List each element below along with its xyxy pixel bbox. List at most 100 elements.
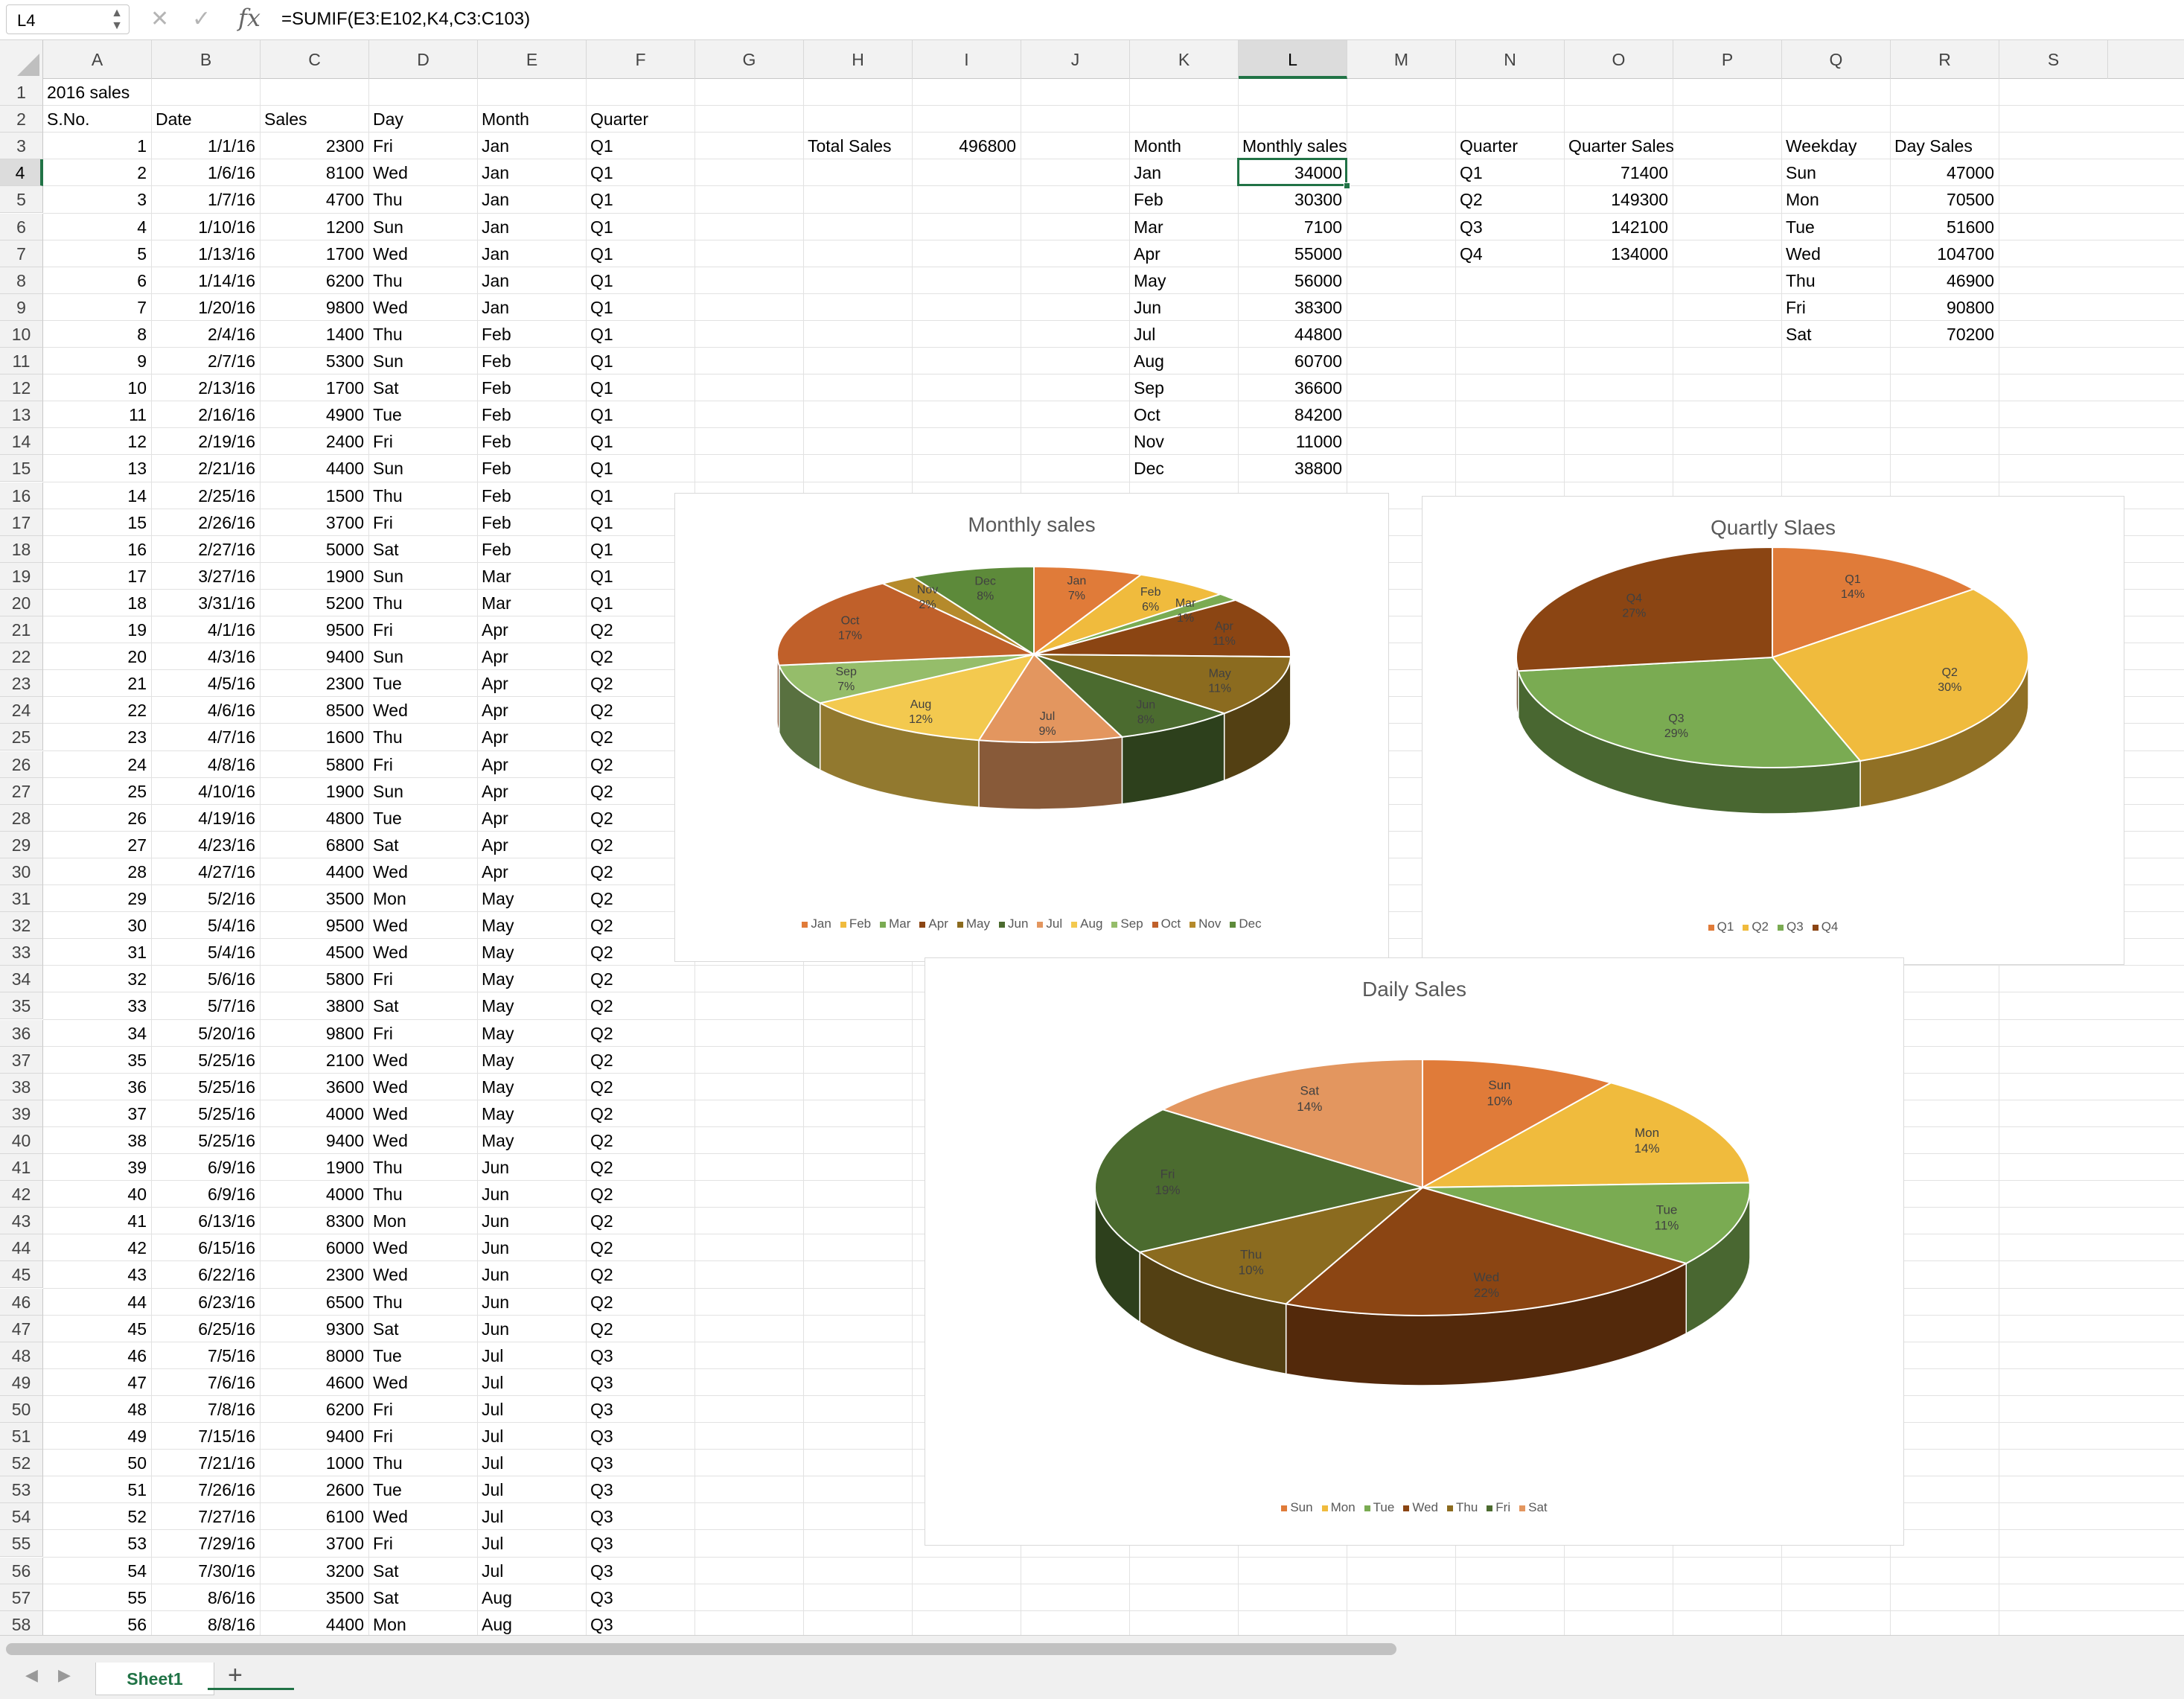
data-cell[interactable]: 20 (127, 647, 147, 667)
data-cell[interactable]: 4/1/16 (208, 620, 255, 640)
sheet-title-cell[interactable]: 2016 sales (47, 83, 130, 102)
legend-item-sep[interactable]: Sep (1111, 917, 1143, 931)
data-cell[interactable]: 4/10/16 (198, 781, 255, 801)
legend-item-dec[interactable]: Dec (1230, 917, 1262, 931)
data-cell[interactable]: 3600 (325, 1077, 364, 1097)
data-cell[interactable]: 1 (137, 136, 147, 156)
row-header-24[interactable]: 24 (0, 697, 43, 724)
data-cell[interactable]: 1/14/16 (198, 270, 255, 290)
pie-slice-jul[interactable] (977, 653, 1124, 743)
data-cell[interactable]: Q3 (590, 1345, 613, 1365)
data-cell[interactable]: Feb (482, 459, 511, 479)
data-cell[interactable]: 1000 (325, 1453, 364, 1473)
data-cell[interactable]: Q3 (590, 1372, 613, 1392)
legend-item-may[interactable]: May (957, 917, 990, 931)
row-header-41[interactable]: 41 (0, 1154, 43, 1182)
data-cell[interactable]: 5200 (325, 593, 364, 613)
data-cell[interactable]: Sat (373, 539, 399, 559)
formula-input[interactable]: =SUMIF(E3:E102,K4,C3:C103) (281, 9, 531, 29)
data-cell[interactable]: 49 (127, 1427, 147, 1446)
row-header-10[interactable]: 10 (0, 320, 43, 348)
legend-item-q3[interactable]: Q3 (1778, 919, 1804, 934)
row-header-1[interactable]: 1 (0, 79, 43, 106)
data-cell[interactable]: 1500 (325, 485, 364, 506)
data-cell[interactable]: Sat (373, 835, 399, 855)
data-cell[interactable]: Wed (373, 163, 408, 183)
legend-item-feb[interactable]: Feb (840, 917, 871, 931)
column-header-c[interactable]: C (261, 40, 369, 79)
data-cell[interactable]: Jun (482, 1185, 510, 1205)
column-header-j[interactable]: J (1021, 40, 1130, 79)
data-cell[interactable]: 4500 (325, 943, 364, 963)
data-cell[interactable]: 28 (127, 861, 147, 882)
data-cell[interactable]: Apr (482, 647, 508, 667)
monthly-table-value[interactable]: 38300 (1294, 297, 1342, 317)
data-cell[interactable]: 1/1/16 (208, 136, 255, 156)
data-cell[interactable]: Wed (373, 1372, 408, 1392)
row-header-3[interactable]: 3 (0, 133, 43, 160)
data-cell[interactable]: Jan (482, 217, 510, 237)
data-cell[interactable]: Tue (373, 808, 402, 828)
monthly-table-month[interactable]: Mar (1134, 217, 1163, 237)
data-cell[interactable]: Sun (373, 217, 403, 237)
column-label-cell[interactable]: Sales (264, 109, 307, 130)
data-cell[interactable]: 9400 (325, 1130, 364, 1150)
data-cell[interactable]: 4400 (325, 861, 364, 882)
row-header-39[interactable]: 39 (0, 1100, 43, 1127)
row-header-21[interactable]: 21 (0, 616, 43, 644)
data-cell[interactable]: 2/19/16 (198, 432, 255, 452)
pie-slice-fri[interactable] (1094, 1109, 1425, 1253)
data-cell[interactable]: Q2 (590, 996, 613, 1016)
data-cell[interactable]: Aug (482, 1587, 512, 1607)
column-header-e[interactable]: E (478, 40, 587, 79)
weekday-table-header[interactable]: Weekday (1786, 136, 1857, 156)
data-cell[interactable]: 4/5/16 (208, 674, 255, 694)
data-cell[interactable]: Wed (373, 861, 408, 882)
confirm-icon[interactable]: ✓ (192, 7, 211, 31)
data-cell[interactable]: 5/25/16 (198, 1130, 255, 1150)
data-cell[interactable]: 51 (127, 1480, 147, 1500)
legend-item-fri[interactable]: Fri (1487, 1500, 1510, 1515)
data-cell[interactable]: 15 (127, 512, 147, 532)
data-cell[interactable]: Feb (482, 378, 511, 398)
data-cell[interactable]: 26 (127, 808, 147, 828)
row-header-54[interactable]: 54 (0, 1503, 43, 1531)
data-cell[interactable]: Q2 (590, 1158, 613, 1177)
quarter-table-header[interactable]: Quarter (1460, 136, 1518, 156)
data-cell[interactable]: 7/15/16 (198, 1427, 255, 1446)
data-cell[interactable]: 4/23/16 (198, 835, 255, 855)
legend-item-thu[interactable]: Thu (1447, 1500, 1478, 1515)
data-cell[interactable]: 8100 (325, 163, 364, 183)
data-cell[interactable]: 36 (127, 1077, 147, 1097)
data-cell[interactable]: Sat (373, 378, 399, 398)
row-header-49[interactable]: 49 (0, 1368, 43, 1396)
horizontal-scrollbar[interactable] (6, 1643, 1396, 1655)
data-cell[interactable]: 1900 (325, 1158, 364, 1177)
data-cell[interactable]: Apr (482, 754, 508, 774)
data-cell[interactable]: 9300 (325, 1319, 364, 1339)
data-cell[interactable]: 18 (127, 593, 147, 613)
data-cell[interactable]: 6/23/16 (198, 1292, 255, 1312)
data-cell[interactable]: Q3 (590, 1480, 613, 1500)
data-cell[interactable]: Q2 (590, 727, 613, 748)
data-cell[interactable]: 50 (127, 1453, 147, 1473)
data-cell[interactable]: Fri (373, 1427, 393, 1446)
name-box[interactable]: L4 ▲ ▼ (6, 4, 130, 34)
data-cell[interactable]: Q2 (590, 1265, 613, 1285)
pie-slice-tue[interactable] (1422, 1182, 1751, 1265)
pie-slice-may[interactable] (1033, 654, 1291, 715)
row-header-47[interactable]: 47 (0, 1315, 43, 1342)
data-cell[interactable]: Fri (373, 969, 393, 989)
data-cell[interactable]: 10 (127, 378, 147, 398)
data-cell[interactable]: 39 (127, 1158, 147, 1177)
data-cell[interactable]: Q2 (590, 674, 613, 694)
data-cell[interactable]: Apr (482, 808, 508, 828)
data-cell[interactable]: Q2 (590, 916, 613, 936)
weekday-table-day[interactable]: Sun (1786, 163, 1816, 183)
data-cell[interactable]: 5/25/16 (198, 1050, 255, 1070)
data-cell[interactable]: 4/3/16 (208, 647, 255, 667)
data-cell[interactable]: 46 (127, 1345, 147, 1365)
data-cell[interactable]: 8/8/16 (208, 1614, 255, 1634)
row-header-31[interactable]: 31 (0, 885, 43, 913)
